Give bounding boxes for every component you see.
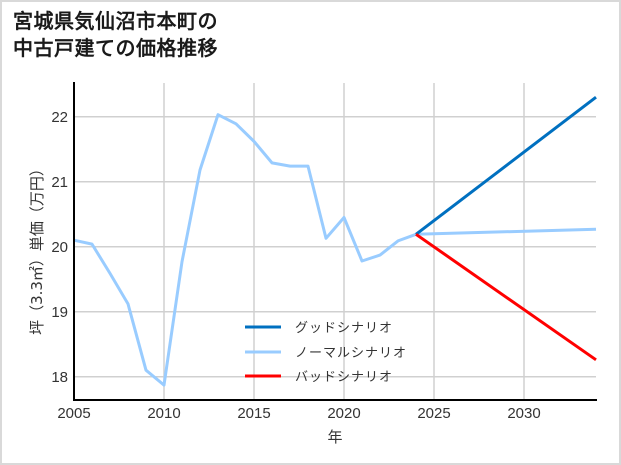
axes [73,82,597,401]
x-tick-labels: 2005 2010 2015 2020 2025 2030 [57,405,540,422]
x-tick-label: 2005 [57,405,90,422]
y-tick-labels: 18 19 20 21 22 [51,109,68,386]
legend-bad-scenario: バッドシナリオ [245,370,393,385]
x-tick-label: 2030 [507,405,540,422]
x-axis-label: 年 [327,428,342,446]
y-tick-label: 22 [51,109,68,126]
x-tick-label: 2020 [327,405,360,422]
chart-title: 宮城県気仙沼市本町の 中古戸建ての価格推移 [13,8,218,62]
legend-good-scenario: グッドシナリオ [245,321,393,336]
x-tick-label: 2025 [417,405,450,422]
series-good-scenario [415,96,597,236]
y-axis-label: 坪（3.3㎡）単価（万円） [28,161,46,335]
chart-title-line-2: 中古戸建ての価格推移 [13,36,218,60]
y-tick-label: 19 [51,304,68,321]
y-tick-label: 18 [51,369,68,386]
chart-title-line-1: 宮城県気仙沼市本町の [13,9,218,33]
series-bad-scenario [415,233,597,362]
x-tick-label: 2010 [147,405,180,422]
data-series [73,96,597,387]
legend-normal-scenario: ノーマルシナリオ [245,346,407,361]
legend-label: グッドシナリオ [295,321,393,336]
legend-label: ノーマルシナリオ [295,346,407,361]
series-normal-scenario [73,113,597,387]
legend-label: バッドシナリオ [295,370,393,385]
y-tick-label: 20 [51,239,68,256]
x-tick-label: 2015 [237,405,270,422]
grid-lines [74,83,596,400]
y-tick-label: 21 [51,174,68,191]
